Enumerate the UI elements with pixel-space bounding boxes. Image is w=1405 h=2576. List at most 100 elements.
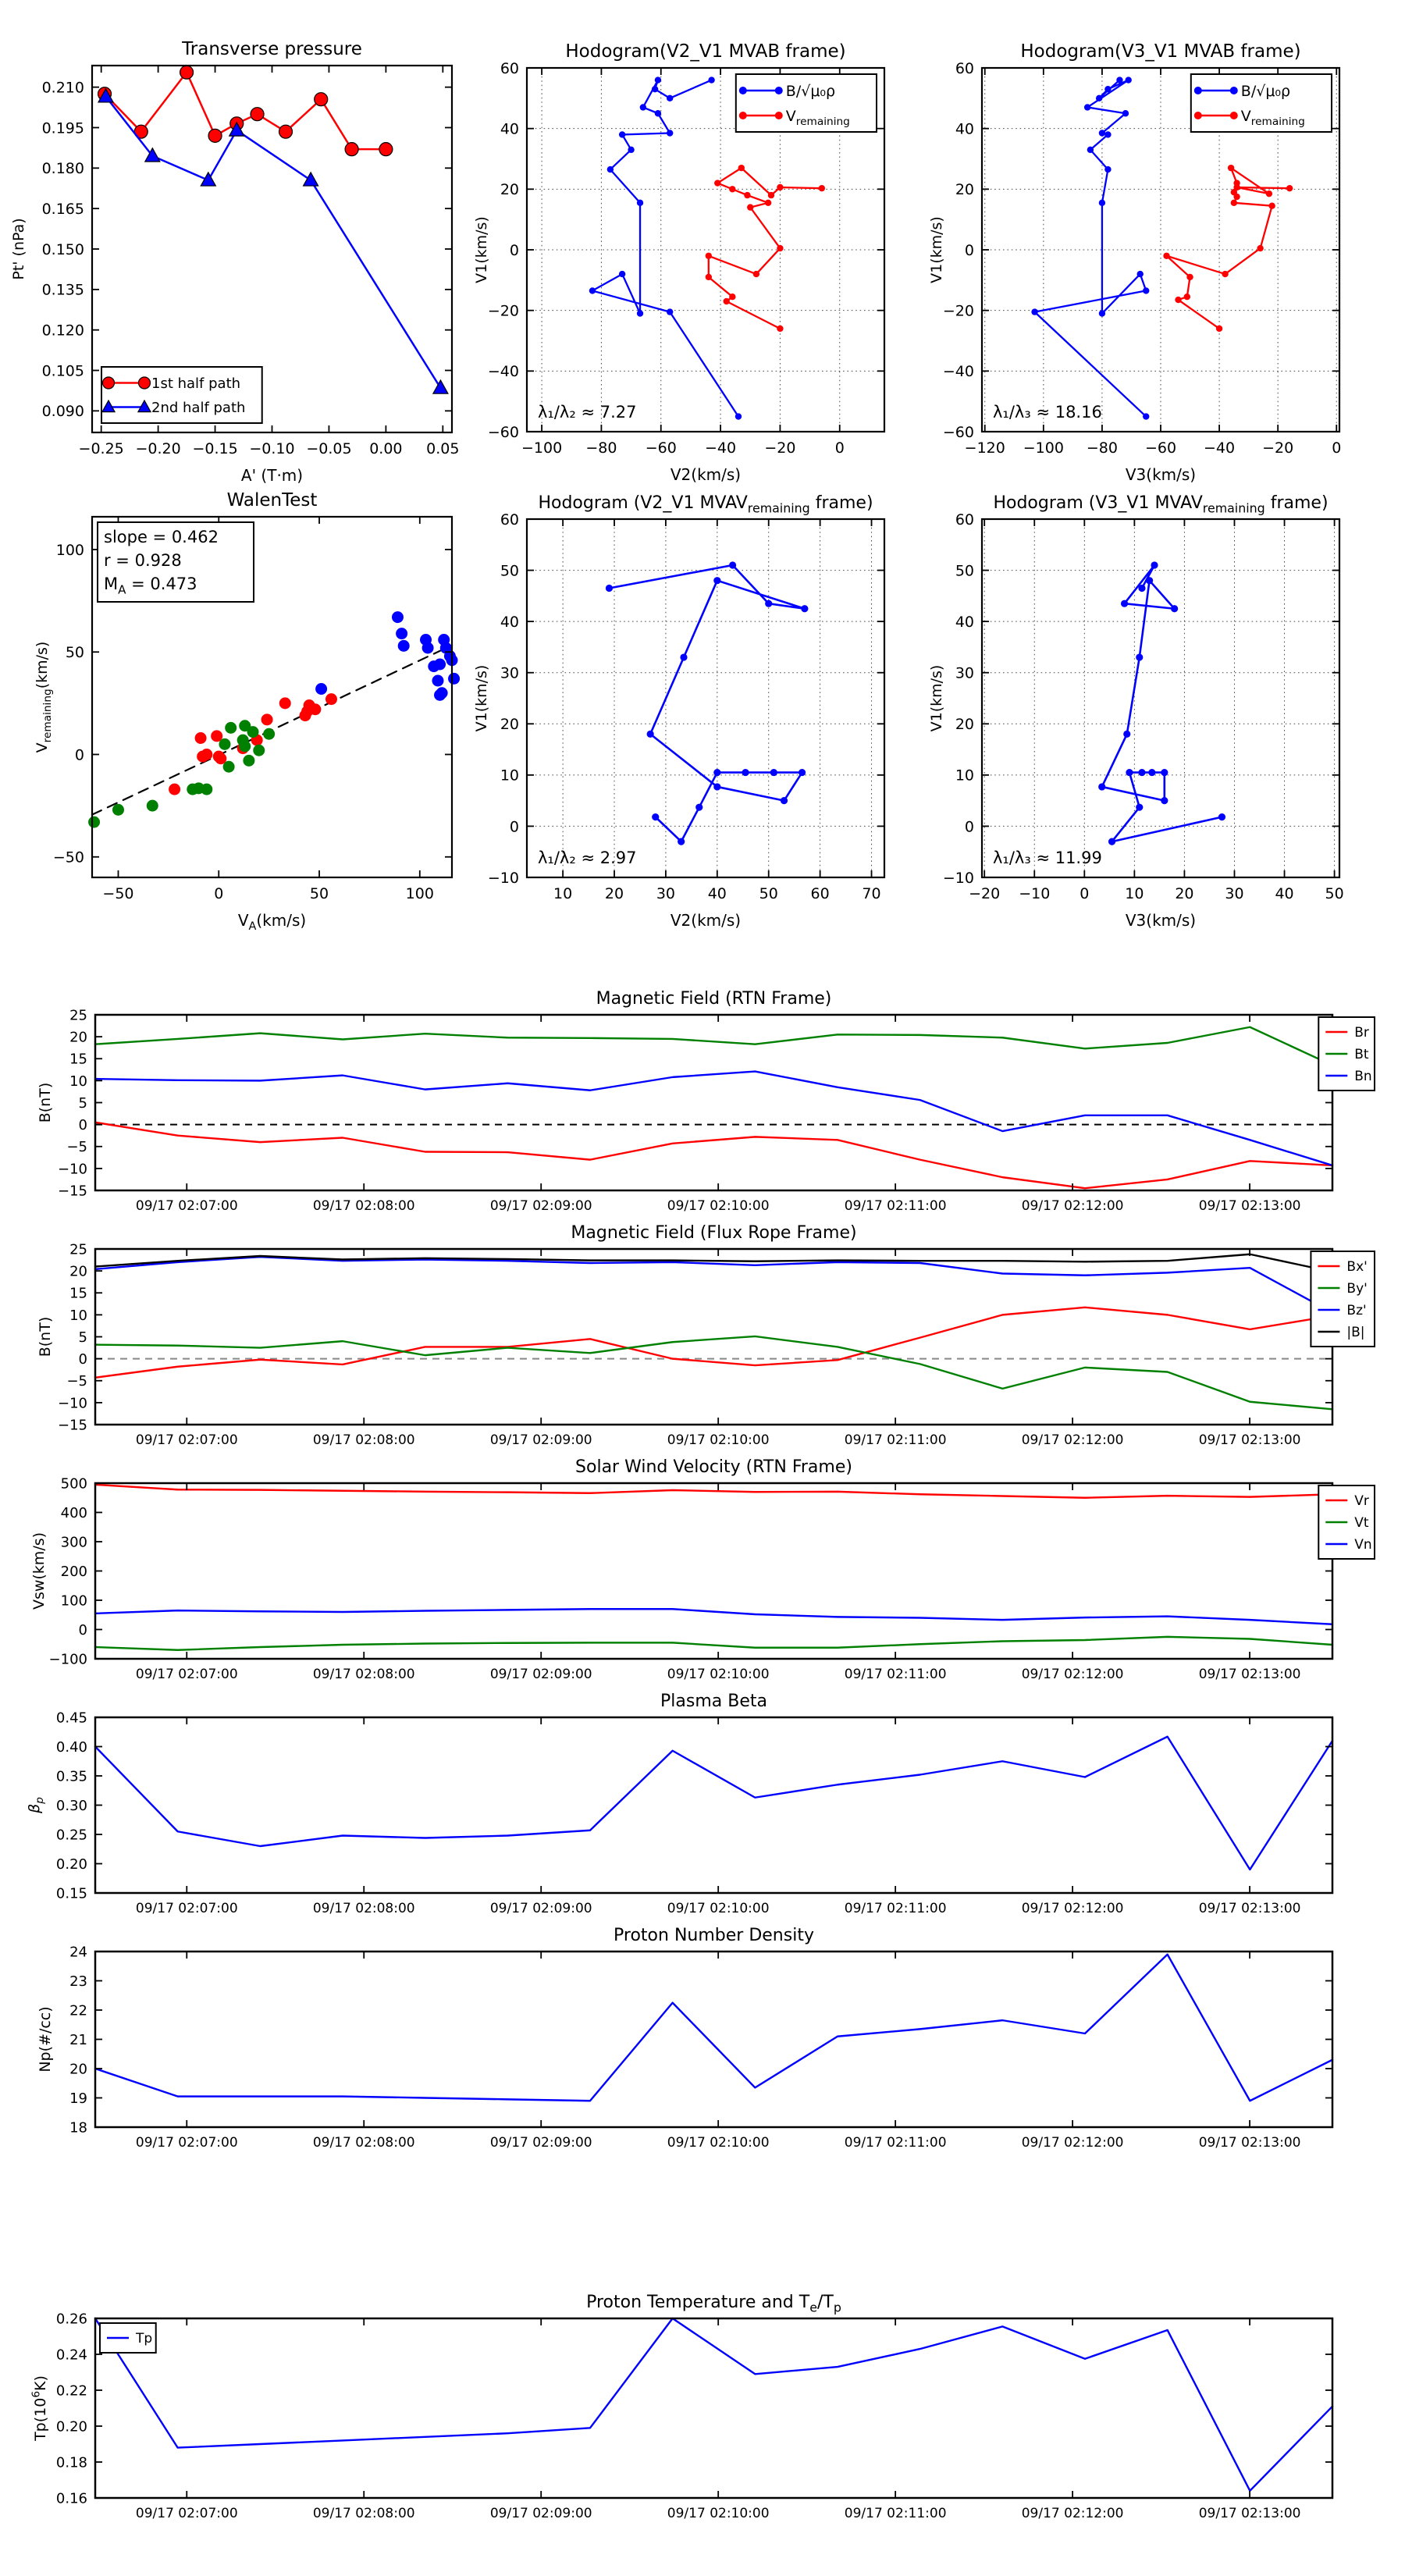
svg-text:B/√μ₀ρ: B/√μ₀ρ bbox=[1241, 83, 1290, 100]
svg-text:09/17 02:09:00: 09/17 02:09:00 bbox=[490, 1901, 592, 1916]
plot-magnetic-field-flux-rope: 09/17 02:07:00 09/17 02:08:00 09/17 02:09:… bbox=[37, 1223, 1376, 1448]
svg-text:Vremaining: Vremaining bbox=[1241, 108, 1305, 128]
svg-text:−10: −10 bbox=[58, 1161, 87, 1177]
svg-text:10: 10 bbox=[1125, 885, 1144, 902]
svg-text:0.165: 0.165 bbox=[42, 201, 84, 218]
svg-text:60: 60 bbox=[811, 885, 830, 902]
svg-text:B/√μ₀ρ: B/√μ₀ρ bbox=[786, 83, 835, 100]
svg-text:−80: −80 bbox=[1087, 439, 1118, 457]
svg-text:V3(km/s): V3(km/s) bbox=[1126, 465, 1196, 484]
svg-text:40: 40 bbox=[500, 614, 519, 631]
svg-text:V1(km/s): V1(km/s) bbox=[473, 665, 490, 732]
svg-text:40: 40 bbox=[1275, 885, 1293, 902]
svg-text:09/17 02:10:00: 09/17 02:10:00 bbox=[667, 1667, 770, 1682]
svg-text:09/17 02:10:00: 09/17 02:10:00 bbox=[667, 1432, 770, 1448]
svg-text:09/17 02:09:00: 09/17 02:09:00 bbox=[490, 1667, 592, 1682]
svg-text:15: 15 bbox=[69, 1051, 87, 1068]
svg-text:15: 15 bbox=[69, 1286, 87, 1302]
svg-text:WalenTest: WalenTest bbox=[227, 490, 318, 511]
svg-text:0.20: 0.20 bbox=[56, 2418, 87, 2435]
svg-text:50: 50 bbox=[759, 885, 778, 902]
svg-text:25: 25 bbox=[69, 1241, 87, 1258]
svg-text:0.24: 0.24 bbox=[56, 2347, 87, 2363]
svg-text:09/17 02:08:00: 09/17 02:08:00 bbox=[313, 1901, 415, 1916]
svg-text:09/17 02:12:00: 09/17 02:12:00 bbox=[1022, 1667, 1124, 1682]
svg-text:20: 20 bbox=[500, 181, 519, 198]
svg-text:−20: −20 bbox=[969, 885, 1000, 902]
svg-text:−5: −5 bbox=[66, 1139, 87, 1155]
svg-text:1st half path: 1st half path bbox=[151, 375, 240, 392]
svg-text:0.18: 0.18 bbox=[56, 2454, 87, 2471]
svg-text:09/17 02:13:00: 09/17 02:13:00 bbox=[1199, 2506, 1301, 2521]
svg-text:Bz': Bz' bbox=[1346, 1303, 1366, 1318]
svg-text:0: 0 bbox=[1080, 885, 1089, 902]
svg-text:Pt' (nPa): Pt' (nPa) bbox=[10, 218, 27, 279]
svg-text:09/17 02:12:00: 09/17 02:12:00 bbox=[1022, 2135, 1124, 2151]
svg-text:50: 50 bbox=[1325, 885, 1344, 902]
svg-text:300: 300 bbox=[61, 1534, 87, 1550]
svg-text:−20: −20 bbox=[943, 303, 974, 320]
svg-text:09/17 02:11:00: 09/17 02:11:00 bbox=[845, 1667, 947, 1682]
svg-text:Bx': Bx' bbox=[1346, 1259, 1367, 1275]
svg-text:09/17 02:13:00: 09/17 02:13:00 bbox=[1199, 1667, 1301, 1682]
svg-text:09/17 02:07:00: 09/17 02:07:00 bbox=[136, 1901, 238, 1916]
svg-text:30: 30 bbox=[1225, 885, 1243, 902]
svg-text:λ₁/λ₂ ≈ 2.97: λ₁/λ₂ ≈ 2.97 bbox=[538, 849, 636, 867]
svg-text:10: 10 bbox=[69, 1073, 87, 1090]
svg-text:Tp: Tp bbox=[135, 2331, 152, 2347]
svg-text:Hodogram(V2_V1 MVAB frame): Hodogram(V2_V1 MVAB frame) bbox=[565, 41, 845, 62]
svg-text:0: 0 bbox=[835, 439, 845, 457]
svg-text:V2(km/s): V2(km/s) bbox=[670, 465, 741, 484]
svg-text:09/17 02:08:00: 09/17 02:08:00 bbox=[313, 1432, 415, 1448]
svg-text:−15: −15 bbox=[58, 1417, 87, 1433]
svg-text:0: 0 bbox=[510, 242, 519, 259]
svg-text:βp: βp bbox=[26, 1797, 46, 1814]
svg-text:−10: −10 bbox=[58, 1395, 87, 1411]
svg-text:0.05: 0.05 bbox=[426, 440, 459, 457]
svg-text:Br: Br bbox=[1354, 1025, 1369, 1041]
svg-text:0.15: 0.15 bbox=[56, 1885, 87, 1902]
svg-text:|B|: |B| bbox=[1346, 1325, 1364, 1340]
svg-text:MA = 0.473: MA = 0.473 bbox=[104, 575, 197, 596]
plot-magnetic-field-rtn: 09/17 02:07:00 09/17 02:08:00 09/17 02:09:… bbox=[37, 989, 1376, 1214]
svg-text:09/17 02:11:00: 09/17 02:11:00 bbox=[845, 2506, 947, 2521]
svg-text:200: 200 bbox=[61, 1564, 87, 1580]
svg-text:Proton Number Density: Proton Number Density bbox=[614, 1926, 814, 1945]
svg-text:10: 10 bbox=[500, 767, 519, 785]
svg-text:0.30: 0.30 bbox=[56, 1798, 87, 1814]
svg-text:30: 30 bbox=[955, 665, 974, 682]
svg-text:−40: −40 bbox=[943, 363, 974, 380]
svg-text:09/17 02:09:00: 09/17 02:09:00 bbox=[490, 1198, 592, 1214]
svg-text:09/17 02:11:00: 09/17 02:11:00 bbox=[845, 1198, 947, 1214]
svg-text:V3(km/s): V3(km/s) bbox=[1126, 911, 1196, 930]
svg-text:10: 10 bbox=[955, 767, 974, 785]
svg-text:21: 21 bbox=[69, 2032, 87, 2048]
svg-text:−100: −100 bbox=[49, 1651, 87, 1667]
svg-text:0.105: 0.105 bbox=[42, 362, 84, 379]
svg-text:−60: −60 bbox=[646, 439, 677, 457]
svg-text:Hodogram(V3_V1 MVAB frame): Hodogram(V3_V1 MVAB frame) bbox=[1020, 41, 1300, 62]
svg-text:09/17 02:11:00: 09/17 02:11:00 bbox=[845, 1901, 947, 1916]
svg-text:09/17 02:10:00: 09/17 02:10:00 bbox=[667, 1198, 770, 1214]
plot-walen-test: −50 0 50 100 −50 0 50 100 WalenTest VA(km/s) Vrema… bbox=[34, 490, 461, 933]
svg-text:−15: −15 bbox=[58, 1183, 87, 1199]
svg-text:40: 40 bbox=[708, 885, 727, 902]
plot-proton-number-density: 09/17 02:07:00 09/17 02:08:00 09/17 02:09:… bbox=[37, 1926, 1334, 2151]
svg-text:0: 0 bbox=[75, 746, 84, 763]
svg-text:09/17 02:08:00: 09/17 02:08:00 bbox=[313, 2135, 415, 2151]
svg-text:10: 10 bbox=[69, 1308, 87, 1324]
svg-text:30: 30 bbox=[500, 665, 519, 682]
svg-text:−0.05: −0.05 bbox=[306, 440, 351, 457]
svg-text:09/17 02:08:00: 09/17 02:08:00 bbox=[313, 1198, 415, 1214]
svg-text:By': By' bbox=[1346, 1281, 1367, 1297]
svg-text:0: 0 bbox=[79, 1351, 87, 1368]
plot-plasma-beta: 09/17 02:07:00 09/17 02:08:00 09/17 02:09:… bbox=[26, 1692, 1334, 1916]
svg-text:0: 0 bbox=[214, 885, 223, 902]
svg-text:25: 25 bbox=[69, 1007, 87, 1023]
svg-text:0.26: 0.26 bbox=[56, 2311, 87, 2327]
svg-text:23: 23 bbox=[69, 1973, 87, 1990]
svg-text:B(nT): B(nT) bbox=[37, 1083, 54, 1123]
svg-text:09/17 02:09:00: 09/17 02:09:00 bbox=[490, 2506, 592, 2521]
plot-solar-wind-velocity: 09/17 02:07:00 09/17 02:08:00 09/17 02:09:… bbox=[30, 1457, 1376, 1682]
